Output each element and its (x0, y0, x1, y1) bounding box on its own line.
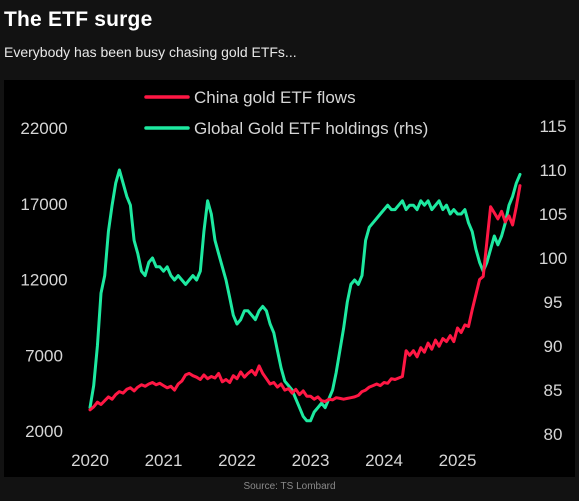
right-tick-label: 95 (544, 293, 563, 312)
x-tick-label: 2021 (145, 451, 183, 470)
right-tick-label: 115 (539, 117, 566, 136)
x-tick-label: 2020 (71, 451, 109, 470)
x-tick-label: 2025 (439, 451, 477, 470)
left-tick-label: 12000 (20, 271, 67, 290)
x-tick-label: 2023 (292, 451, 330, 470)
china-flows-line (88, 184, 522, 412)
source-note: Source: TS Lombard (243, 481, 336, 492)
left-tick-label: 17000 (20, 195, 67, 214)
right-tick-label: 90 (544, 337, 563, 356)
right-tick-label: 100 (539, 249, 567, 268)
chart-title: The ETF surge (4, 8, 153, 31)
right-tick-label: 105 (539, 205, 567, 224)
legend: China gold ETF flows Global Gold ETF hold… (144, 88, 428, 138)
global-holdings-line (88, 168, 522, 423)
legend-label: Global Gold ETF holdings (rhs) (194, 119, 428, 138)
left-tick-label: 7000 (25, 346, 63, 365)
left-tick-label: 22000 (20, 119, 67, 138)
right-tick-label: 110 (539, 161, 566, 180)
right-tick-label: 85 (544, 381, 563, 400)
series-lines (88, 168, 522, 423)
left-axis-ticks: 2000 7000 12000 17000 22000 (20, 119, 67, 441)
left-tick-label: 2000 (25, 422, 63, 441)
x-axis-ticks: 2020 2021 2022 2023 2024 2025 (71, 451, 476, 470)
right-axis-ticks: 80 85 90 95 100 105 110 115 (539, 117, 567, 444)
chart-subtitle: Everybody has been busy chasing gold ETF… (4, 44, 297, 60)
x-tick-label: 2022 (218, 451, 256, 470)
right-tick-label: 80 (544, 425, 563, 444)
x-tick-label: 2024 (365, 451, 403, 470)
legend-label: China gold ETF flows (194, 88, 356, 107)
